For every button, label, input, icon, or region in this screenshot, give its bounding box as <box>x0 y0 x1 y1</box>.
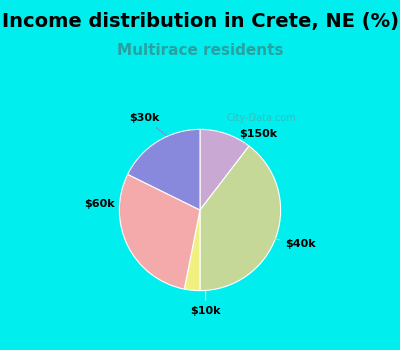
Wedge shape <box>184 210 200 290</box>
Text: $40k: $40k <box>272 238 316 248</box>
Wedge shape <box>200 146 281 290</box>
Wedge shape <box>128 130 200 210</box>
Text: Multirace residents: Multirace residents <box>117 43 283 58</box>
Wedge shape <box>119 174 200 289</box>
Text: City-Data.com: City-Data.com <box>227 113 296 122</box>
Text: $60k: $60k <box>84 199 130 209</box>
Text: Income distribution in Crete, NE (%): Income distribution in Crete, NE (%) <box>2 12 398 30</box>
Text: $150k: $150k <box>239 129 277 144</box>
Wedge shape <box>200 130 249 210</box>
Text: $30k: $30k <box>129 113 166 135</box>
Text: $10k: $10k <box>190 291 221 316</box>
